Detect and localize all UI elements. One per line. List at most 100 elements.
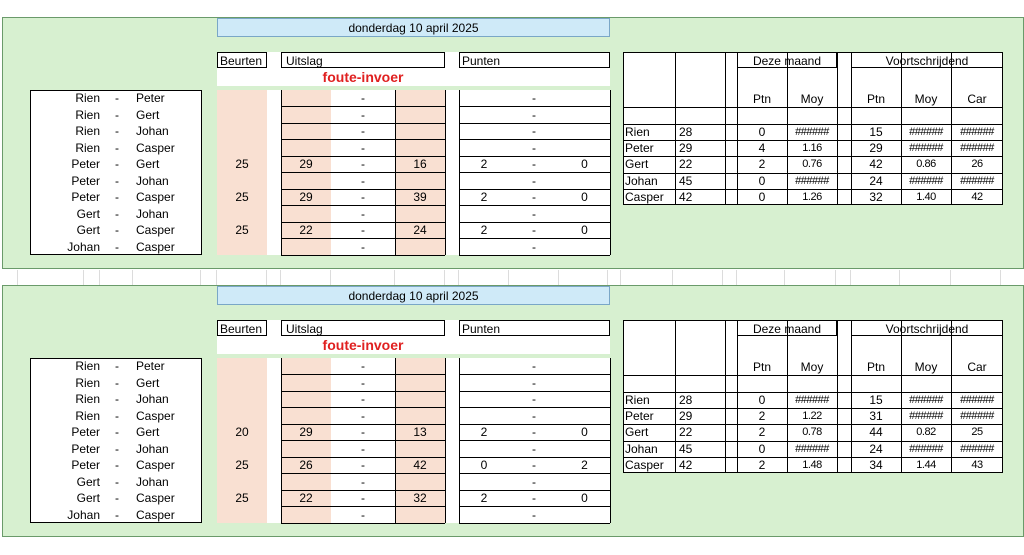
points-a-cell xyxy=(459,140,509,156)
match-separator: - xyxy=(115,425,119,439)
beurten-cell[interactable] xyxy=(217,441,267,457)
player-b: Peter xyxy=(136,91,165,105)
score-b-cell[interactable] xyxy=(395,239,445,255)
score-b-cell[interactable] xyxy=(395,173,445,189)
beurten-column-fill xyxy=(217,90,267,255)
standings-divider xyxy=(837,52,838,205)
score-b-cell[interactable] xyxy=(395,123,445,139)
row-line xyxy=(459,172,610,173)
beurten-cell[interactable]: 25 xyxy=(235,223,249,237)
standings-name: Rien xyxy=(625,393,650,407)
points-b-cell xyxy=(559,90,610,106)
beurten-cell[interactable]: 25 xyxy=(235,157,249,171)
points-b-cell: 0 xyxy=(581,223,588,237)
score-dash: - xyxy=(361,441,365,456)
player-b: Casper xyxy=(136,140,175,155)
score-a-cell[interactable] xyxy=(281,375,331,391)
points-b-cell: 0 xyxy=(581,491,588,505)
score-a-cell[interactable]: 22 xyxy=(299,491,313,505)
month-points: 0 xyxy=(758,189,766,204)
score-a-cell[interactable] xyxy=(281,408,331,424)
score-b-cell[interactable]: 24 xyxy=(413,223,427,237)
beurten-cell[interactable] xyxy=(217,123,267,139)
score-b-cell[interactable]: 39 xyxy=(413,190,427,204)
beurten-cell[interactable] xyxy=(217,391,267,407)
score-b-cell[interactable] xyxy=(395,507,445,523)
standings-number: 45 xyxy=(679,173,693,188)
score-a-cell[interactable] xyxy=(281,140,331,156)
standings-col-ptn: Ptn xyxy=(752,360,771,374)
cum-average: 1.40 xyxy=(916,190,936,203)
points-b-cell: 0 xyxy=(581,190,588,204)
standings-col-ptn2: Ptn xyxy=(866,92,885,106)
error-row xyxy=(217,68,610,86)
score-b-cell[interactable]: 16 xyxy=(413,157,427,171)
player-a: Rien xyxy=(75,392,100,406)
beurten-cell[interactable]: 25 xyxy=(235,458,249,472)
score-a-cell[interactable] xyxy=(281,474,331,490)
date-header: donderdag 10 april 2025 xyxy=(217,18,610,37)
beurten-cell[interactable]: 25 xyxy=(235,491,249,505)
beurten-column-fill xyxy=(217,358,267,523)
score-a-cell[interactable] xyxy=(281,206,331,222)
score-a-cell[interactable] xyxy=(281,507,331,523)
beurten-cell[interactable] xyxy=(217,206,267,222)
beurten-cell[interactable] xyxy=(217,507,267,523)
points-dash: - xyxy=(532,157,536,171)
cum-average: 0.86 xyxy=(916,158,936,171)
score-b-cell[interactable] xyxy=(395,90,445,106)
cum-average: ###### xyxy=(909,126,943,138)
score-b-cell[interactable] xyxy=(395,206,445,222)
match-list xyxy=(30,90,202,255)
beurten-cell[interactable] xyxy=(217,375,267,391)
score-a-cell[interactable] xyxy=(281,107,331,123)
cum-average: ###### xyxy=(909,174,943,187)
month-points: 0 xyxy=(758,393,766,407)
standings-name: Johan xyxy=(625,441,658,456)
score-a-cell[interactable] xyxy=(281,391,331,407)
score-a-cell[interactable]: 29 xyxy=(299,157,313,171)
cum-points: 24 xyxy=(869,441,883,456)
score-a-cell[interactable]: 29 xyxy=(299,190,313,204)
results-divider xyxy=(610,90,611,255)
score-b-cell[interactable]: 13 xyxy=(413,425,427,439)
score-a-cell[interactable] xyxy=(281,239,331,255)
score-b-cell[interactable] xyxy=(395,391,445,407)
score-b-cell[interactable] xyxy=(395,358,445,374)
row-line xyxy=(281,205,445,206)
score-b-cell[interactable]: 42 xyxy=(413,458,427,472)
row-line xyxy=(281,221,445,223)
beurten-cell[interactable] xyxy=(217,239,267,255)
beurten-cell[interactable] xyxy=(217,358,267,374)
score-b-cell[interactable]: 32 xyxy=(413,491,427,505)
score-a-cell[interactable]: 26 xyxy=(299,458,313,472)
score-b-cell[interactable] xyxy=(395,474,445,490)
score-b-cell[interactable] xyxy=(395,408,445,424)
score-b-cell[interactable] xyxy=(395,441,445,457)
standings-row-line xyxy=(623,140,1003,142)
points-b-cell xyxy=(559,375,610,391)
beurten-cell[interactable] xyxy=(217,107,267,123)
score-a-cell[interactable]: 29 xyxy=(299,425,313,439)
score-a-cell[interactable] xyxy=(281,123,331,139)
score-a-cell[interactable] xyxy=(281,90,331,106)
points-a-cell xyxy=(459,206,509,222)
beurten-cell[interactable] xyxy=(217,474,267,490)
beurten-cell[interactable] xyxy=(217,90,267,106)
row-line xyxy=(281,139,445,140)
player-b: Gert xyxy=(136,375,160,390)
beurten-cell[interactable] xyxy=(217,173,267,189)
score-b-cell[interactable] xyxy=(395,140,445,156)
points-b-cell xyxy=(559,358,610,374)
score-b-cell[interactable] xyxy=(395,375,445,391)
beurten-cell[interactable] xyxy=(217,408,267,424)
beurten-cell[interactable] xyxy=(217,140,267,156)
beurten-cell[interactable]: 25 xyxy=(235,190,249,204)
score-b-cell[interactable] xyxy=(395,107,445,123)
month-points: 0 xyxy=(758,173,766,188)
beurten-cell[interactable]: 20 xyxy=(235,425,249,439)
score-a-cell[interactable] xyxy=(281,441,331,457)
score-a-cell[interactable]: 22 xyxy=(299,223,313,237)
score-a-cell[interactable] xyxy=(281,358,331,374)
score-a-cell[interactable] xyxy=(281,173,331,189)
